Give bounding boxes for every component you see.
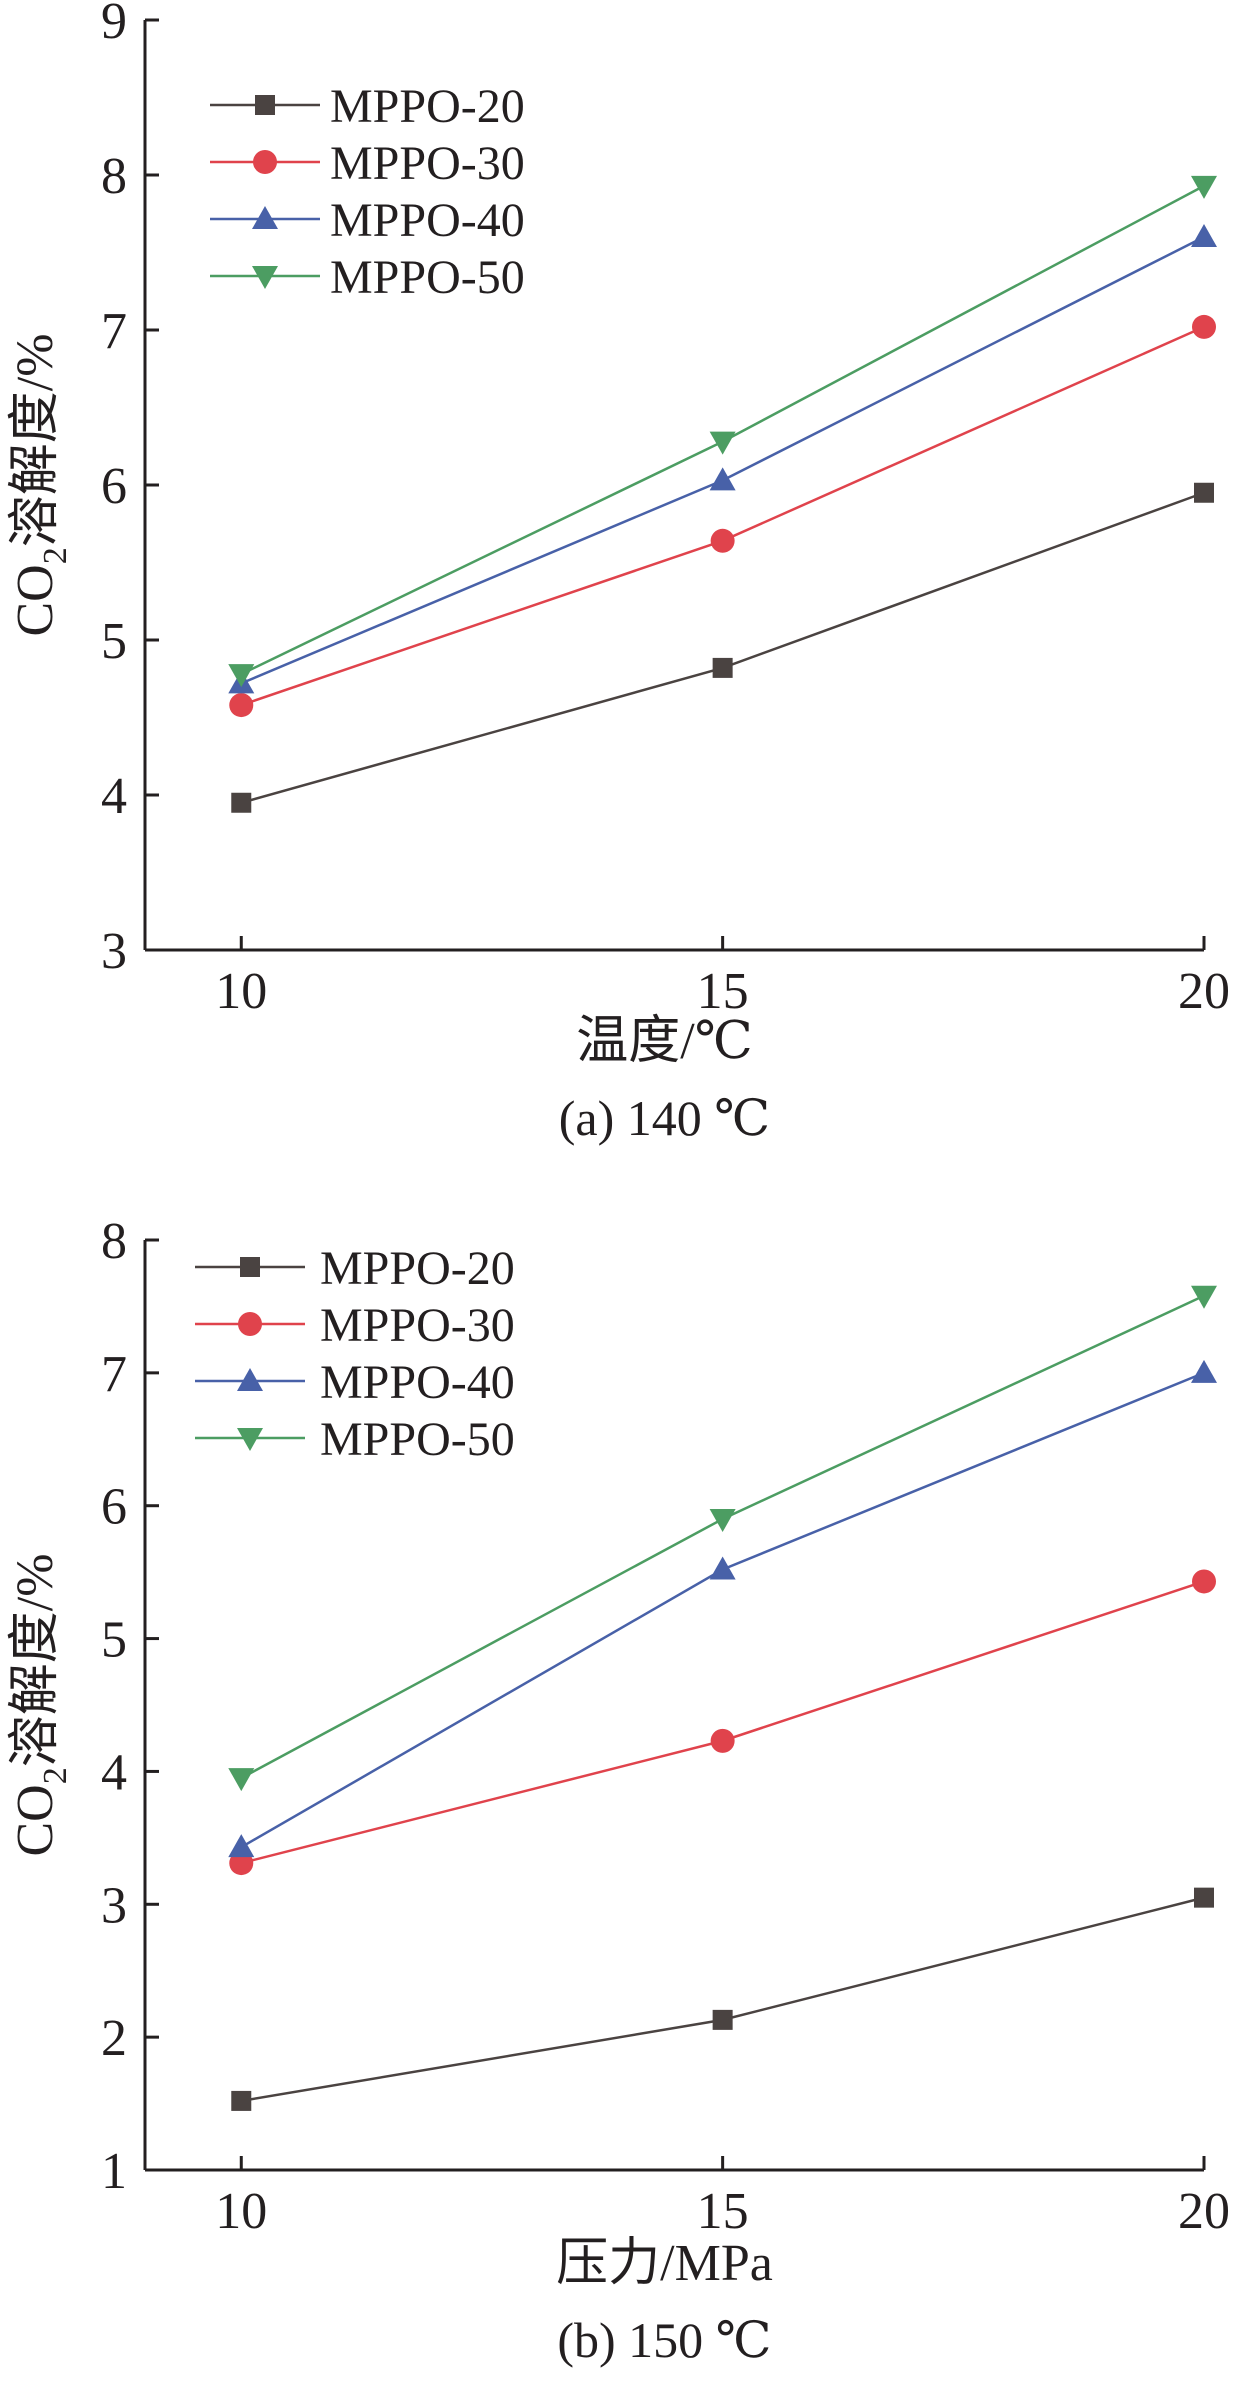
x-tick-label: 20 [1178, 963, 1230, 1020]
legend-marker [237, 1368, 263, 1391]
data-point-mppo-30 [1192, 314, 1216, 339]
data-point-mppo-20 [1194, 1887, 1214, 1908]
series-line-mppo-20 [241, 1896, 1205, 2103]
data-point-mppo-40 [709, 1556, 736, 1580]
y-tick-label: 5 [101, 1612, 127, 1669]
data-point-mppo-50 [228, 1768, 255, 1792]
legend-marker [237, 1428, 263, 1451]
data-point-mppo-40 [1191, 224, 1217, 247]
legend-marker [252, 266, 278, 289]
data-point-mppo-50 [1191, 175, 1217, 199]
data-point-mppo-20 [1194, 482, 1214, 503]
y-tick-label: 1 [101, 2143, 127, 2200]
y-tick-label: 2 [101, 2010, 127, 2067]
y-tick-label: 3 [101, 923, 127, 980]
legend-label: MPPO-40 [320, 1356, 515, 1409]
y-axis-label-subscript: 2 [37, 1767, 74, 1784]
data-point-mppo-20 [231, 2090, 252, 2111]
data-point-mppo-30 [710, 528, 735, 553]
y-tick-label: 8 [101, 1213, 127, 1270]
y-axis-label: CO2溶解度/% [7, 333, 74, 636]
legend-label: MPPO-50 [330, 251, 525, 304]
data-point-mppo-50 [709, 431, 736, 455]
panel-caption: (b) 150 ℃ [557, 2312, 771, 2368]
x-tick-label: 20 [1178, 2183, 1230, 2240]
y-tick-label: 7 [101, 1346, 127, 1403]
data-point-mppo-30 [229, 693, 254, 718]
x-tick-label: 10 [215, 963, 267, 1020]
legend-label: MPPO-40 [330, 194, 525, 247]
legend-marker [238, 1312, 262, 1336]
data-point-mppo-30 [710, 1728, 735, 1753]
data-point-mppo-20 [712, 2009, 733, 2030]
legend-marker [252, 206, 278, 229]
y-axis-label-rest: 溶解度/% [7, 1553, 64, 1767]
legend-marker [240, 1257, 260, 1277]
y-tick-label: 6 [101, 1479, 127, 1536]
x-axis-label: 温度/℃ [576, 1013, 753, 1070]
legend-label: MPPO-30 [330, 137, 525, 190]
y-tick-label: 4 [101, 768, 127, 825]
data-point-mppo-40 [709, 467, 736, 491]
series-line-mppo-30 [240, 325, 1205, 707]
y-axis-label-subscript: 2 [37, 547, 74, 564]
legend-marker [255, 95, 275, 115]
data-point-mppo-40 [228, 1834, 255, 1858]
y-axis-label-rest: 溶解度/% [7, 333, 64, 547]
y-tick-label: 7 [101, 303, 127, 360]
data-point-mppo-50 [1191, 1285, 1217, 1309]
x-tick-label: 15 [697, 963, 749, 1020]
y-axis-label-main: CO [7, 564, 64, 636]
y-tick-label: 4 [101, 1744, 127, 1801]
y-axis-label: CO2溶解度/% [7, 1553, 74, 1856]
legend-label: MPPO-30 [320, 1299, 515, 1352]
data-point-mppo-50 [228, 664, 255, 688]
chart-panel-b: 1 2 3 4 5 6 7 8 10 15 20 MPPO-20MPPO-30MPPO-40MPPO-… [7, 1213, 1230, 2368]
series-line-mppo-30 [240, 1580, 1205, 1865]
x-tick-label: 10 [215, 2183, 267, 2240]
chart-panel-a: 3 4 5 6 7 8 9 10 15 20 MPPO-20MPPO-30MPPO-40MPPO-5… [7, 0, 1230, 1146]
x-axis-label: 压力/MPa [556, 2235, 773, 2292]
y-tick-label: 8 [101, 148, 127, 205]
y-tick-label: 3 [101, 1877, 127, 1934]
y-tick-label: 9 [101, 0, 127, 50]
y-tick-label: 6 [101, 458, 127, 515]
data-point-mppo-30 [1192, 1569, 1216, 1594]
y-tick-label: 5 [101, 613, 127, 670]
data-point-mppo-20 [231, 792, 252, 813]
legend-label: MPPO-20 [320, 1242, 515, 1295]
data-point-mppo-50 [709, 1509, 736, 1532]
data-point-mppo-20 [712, 657, 733, 678]
x-tick-label: 15 [697, 2183, 749, 2240]
legend-label: MPPO-50 [320, 1413, 515, 1466]
panel-caption: (a) 140 ℃ [559, 1090, 770, 1146]
data-point-mppo-40 [1191, 1359, 1217, 1383]
legend-marker [253, 150, 277, 174]
legend-label: MPPO-20 [330, 80, 525, 133]
y-axis-label-main: CO [7, 1784, 64, 1856]
